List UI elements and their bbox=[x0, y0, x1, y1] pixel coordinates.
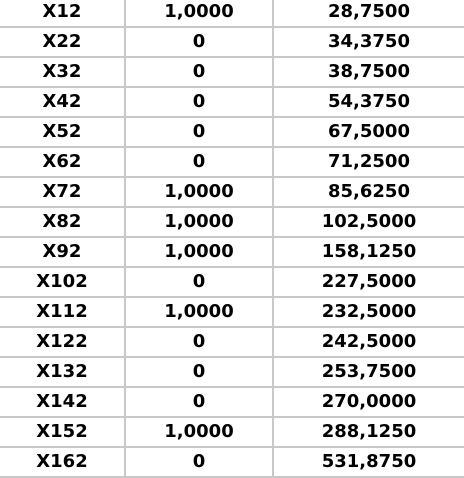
variable-cell: X72 bbox=[0, 177, 126, 208]
table-row: X72 1,0000 85,6250 bbox=[0, 177, 464, 208]
value-cell: 1,0000 bbox=[125, 0, 274, 28]
table-row: X82 1,0000 102,5000 bbox=[0, 207, 464, 238]
table-row: X52 0 67,5000 bbox=[0, 117, 464, 148]
table-row: X22 0 34,3750 bbox=[0, 27, 464, 58]
value-cell: 0 bbox=[125, 147, 274, 178]
number-cell: 270,0000 bbox=[273, 387, 464, 418]
variable-cell: X12 bbox=[0, 0, 126, 28]
table-row: X62 0 71,2500 bbox=[0, 147, 464, 178]
variable-cell: X52 bbox=[0, 117, 126, 148]
number-cell: 102,5000 bbox=[273, 207, 464, 238]
number-cell: 38,7500 bbox=[273, 57, 464, 88]
value-cell: 0 bbox=[125, 117, 274, 148]
value-cell: 0 bbox=[125, 87, 274, 118]
value-cell: 0 bbox=[125, 57, 274, 88]
number-cell: 54,3750 bbox=[273, 87, 464, 118]
variable-cell: X112 bbox=[0, 297, 126, 328]
table-row: X32 0 38,7500 bbox=[0, 57, 464, 88]
variable-cell: X142 bbox=[0, 387, 126, 418]
value-cell: 0 bbox=[125, 267, 274, 298]
table-row: X142 0 270,0000 bbox=[0, 387, 464, 418]
value-cell: 0 bbox=[125, 327, 274, 358]
number-cell: 253,7500 bbox=[273, 357, 464, 388]
number-cell: 232,5000 bbox=[273, 297, 464, 328]
value-cell: 1,0000 bbox=[125, 237, 274, 268]
variable-cell: X42 bbox=[0, 87, 126, 118]
value-cell: 1,0000 bbox=[125, 417, 274, 448]
number-cell: 71,2500 bbox=[273, 147, 464, 178]
number-cell: 34,3750 bbox=[273, 27, 464, 58]
number-cell: 85,6250 bbox=[273, 177, 464, 208]
table-row: X92 1,0000 158,1250 bbox=[0, 237, 464, 268]
table-row: X122 0 242,5000 bbox=[0, 327, 464, 358]
value-cell: 0 bbox=[125, 387, 274, 418]
variable-cell: X122 bbox=[0, 327, 126, 358]
number-cell: 158,1250 bbox=[273, 237, 464, 268]
number-cell: 531,8750 bbox=[273, 447, 464, 478]
value-cell: 0 bbox=[125, 27, 274, 58]
value-cell: 1,0000 bbox=[125, 207, 274, 238]
value-cell: 1,0000 bbox=[125, 177, 274, 208]
table-row: X152 1,0000 288,1250 bbox=[0, 417, 464, 448]
table-row: X112 1,0000 232,5000 bbox=[0, 297, 464, 328]
variable-cell: X92 bbox=[0, 237, 126, 268]
number-cell: 227,5000 bbox=[273, 267, 464, 298]
variable-cell: X32 bbox=[0, 57, 126, 88]
value-cell: 0 bbox=[125, 447, 274, 478]
table-row: X162 0 531,8750 bbox=[0, 447, 464, 478]
number-cell: 242,5000 bbox=[273, 327, 464, 358]
number-cell: 288,1250 bbox=[273, 417, 464, 448]
variable-cell: X162 bbox=[0, 447, 126, 478]
variable-cell: X102 bbox=[0, 267, 126, 298]
value-cell: 1,0000 bbox=[125, 297, 274, 328]
variable-cell: X62 bbox=[0, 147, 126, 178]
number-cell: 28,7500 bbox=[273, 0, 464, 28]
variable-cell: X132 bbox=[0, 357, 126, 388]
table-row: X102 0 227,5000 bbox=[0, 267, 464, 298]
table-row: X42 0 54,3750 bbox=[0, 87, 464, 118]
number-cell: 67,5000 bbox=[273, 117, 464, 148]
variable-cell: X22 bbox=[0, 27, 126, 58]
value-cell: 0 bbox=[125, 357, 274, 388]
table-row: X132 0 253,7500 bbox=[0, 357, 464, 388]
variable-cell: X82 bbox=[0, 207, 126, 238]
table-row: X12 1,0000 28,7500 bbox=[0, 0, 464, 28]
variable-cell: X152 bbox=[0, 417, 126, 448]
